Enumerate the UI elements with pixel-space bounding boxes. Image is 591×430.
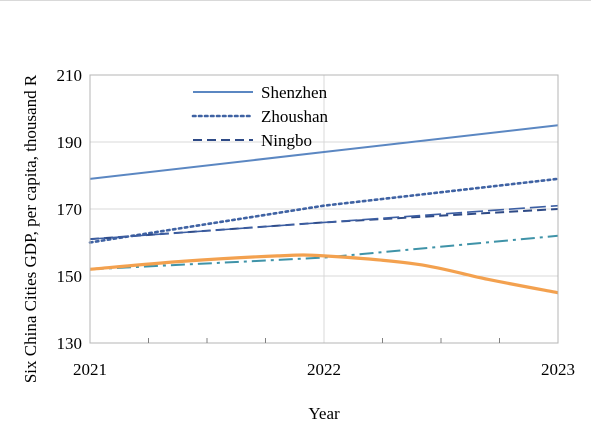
grid-lines [90,75,558,343]
y-tick-label: 210 [57,66,83,85]
series-line-shenzhen [89,124,559,180]
x-tick-label: 2022 [307,360,341,379]
series-lines [88,124,560,295]
y-tick-label: 170 [57,200,83,219]
series-line-zhoushan [88,177,560,244]
series-line-5 [89,234,559,271]
y-tick-label: 150 [57,267,83,286]
legend: Shenzhen Zhoushan Ningbo [191,83,329,150]
x-axis-title: Year [308,404,340,423]
series-line-6 [89,253,559,295]
x-minor-ticks [148,338,500,343]
legend-label-zhoushan: Zhoushan [261,107,329,126]
legend-label-ningbo: Ningbo [261,131,312,150]
y-tick-label: 190 [57,133,83,152]
y-tick-labels: 130 150 170 190 210 [57,66,83,353]
y-tick-label: 130 [57,334,83,353]
x-tick-label: 2021 [73,360,107,379]
plot-area-frame [89,74,559,344]
figure-top-border [0,0,591,1]
y-axis-title: Six China Cities GDP, per capita, thousa… [21,74,40,383]
x-tick-labels: 2021 2022 2023 [73,360,575,379]
legend-label-shenzhen: Shenzhen [261,83,328,102]
series-line-4 [89,204,559,240]
x-tick-label: 2023 [541,360,575,379]
